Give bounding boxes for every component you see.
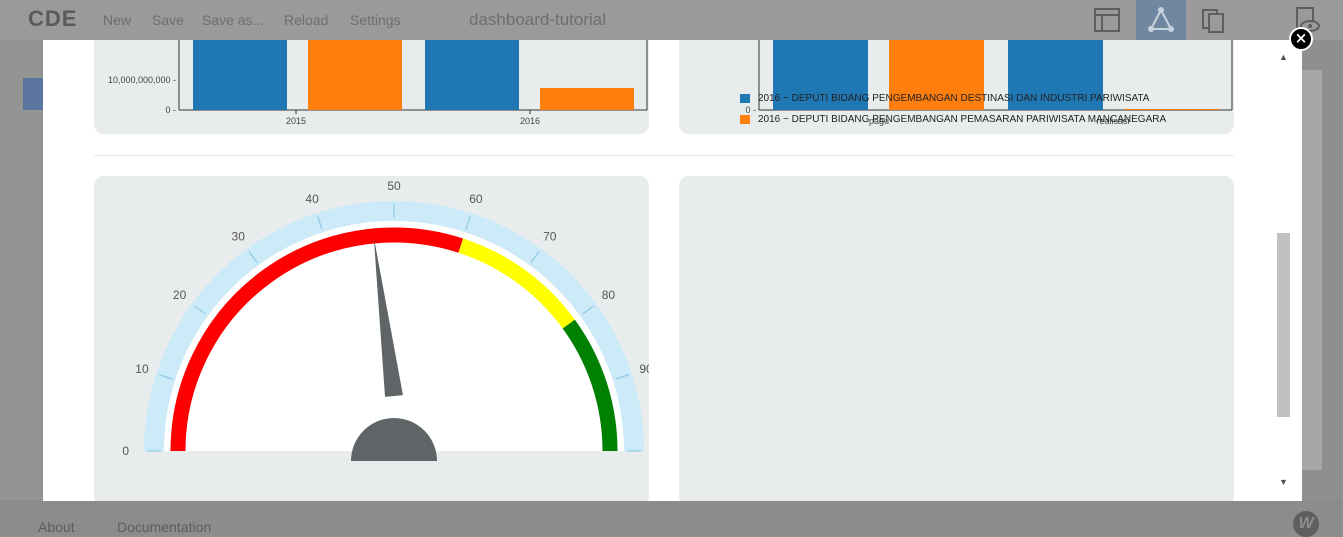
- gauge-tick-label: 70: [543, 230, 557, 244]
- bar-2015-realisasi: [308, 40, 402, 110]
- gauge-tick: [248, 250, 258, 263]
- bar-pagu-series1: [773, 40, 868, 110]
- gauge-tick-label: 0: [122, 444, 129, 458]
- scroll-thumb[interactable]: [1277, 233, 1290, 417]
- gauge-tick: [193, 305, 206, 315]
- datasources-icon[interactable]: [1188, 0, 1238, 40]
- legend-label-series2: 2016 ~ DEPUTI BIDANG PENGEMBANGAN PEMASA…: [758, 114, 1167, 125]
- x-tick-label: 2016: [520, 116, 540, 126]
- gauge-tick-label: 80: [602, 288, 616, 302]
- preview-modal: 10,000,000,000 - 0 - 2015 2016 pagu real…: [43, 40, 1302, 501]
- y-tick-label: 0 -: [165, 105, 176, 115]
- gauge-tick-label: 60: [469, 192, 483, 206]
- bar-realisasi-series2: [1124, 109, 1219, 110]
- footer-link-about[interactable]: About: [38, 519, 75, 535]
- bar-2016-pagu: [425, 40, 519, 110]
- menu-save-as[interactable]: Save as...: [202, 12, 265, 28]
- components-icon[interactable]: [1136, 0, 1186, 40]
- gauge-tick-label: 10: [135, 362, 149, 376]
- background-collapse-toggle: [23, 78, 43, 110]
- gauge-tick: [465, 215, 471, 230]
- legend-swatch-series2: [740, 115, 750, 124]
- close-modal-button[interactable]: ×: [1289, 27, 1313, 51]
- menu-settings[interactable]: Settings: [350, 12, 401, 28]
- x-tick-label: 2015: [286, 116, 306, 126]
- bar-2015-pagu: [193, 40, 287, 110]
- gauge-tick: [615, 374, 630, 380]
- bar-realisasi-series1: [1008, 40, 1103, 110]
- gauge-chart: 0102030405060708090100: [94, 179, 649, 501]
- gauge-needle-hub: [351, 418, 437, 461]
- x-tick-label: realisasi: [1096, 116, 1129, 126]
- gauge-tick-label: 30: [232, 230, 246, 244]
- scroll-up-arrow[interactable]: ▲: [1279, 52, 1288, 62]
- gauge-card: 0102030405060708090100: [94, 176, 649, 501]
- dashboard-title: dashboard-tutorial: [469, 10, 607, 29]
- gauge-tick: [158, 374, 173, 380]
- y-tick-label: 10,000,000,000 -: [108, 75, 176, 85]
- background-panel: [1302, 70, 1322, 470]
- menu-save[interactable]: Save: [152, 12, 184, 28]
- menu-new[interactable]: New: [103, 12, 132, 28]
- bar-chart-card-2: 0 - pagu realisasi: [679, 40, 1234, 134]
- gauge-tick: [530, 250, 540, 263]
- gauge-tick-label: 40: [305, 192, 319, 206]
- x-tick-label: pagu: [869, 116, 889, 126]
- bar-chart-1: 10,000,000,000 - 0 - 2015 2016 pagu real…: [108, 40, 648, 126]
- bar-chart-2: 0 - pagu realisasi: [745, 40, 1233, 126]
- gauge-tick-label: 90: [639, 362, 649, 376]
- footer: [0, 500, 1343, 535]
- gauge-needle: [373, 236, 403, 397]
- bar-2016-realisasi: [540, 88, 634, 110]
- gauge-tick: [317, 215, 323, 230]
- gauge-band-0: [170, 227, 464, 452]
- gauge-face: [164, 221, 624, 451]
- gauge-band-2: [562, 319, 618, 452]
- cde-logo: CDE: [28, 6, 78, 31]
- gauge-tick: [582, 305, 595, 315]
- legend-swatch-series1: [740, 94, 750, 103]
- menu-reload[interactable]: Reload: [284, 12, 329, 28]
- empty-card: [679, 176, 1234, 501]
- bar-chart-card-1: 10,000,000,000 - 0 - 2015 2016 pagu real…: [94, 40, 649, 134]
- section-divider: [94, 155, 1234, 156]
- gauge-band-1: [458, 238, 575, 329]
- gauge-base: [94, 461, 649, 501]
- layout-icon[interactable]: [1082, 0, 1132, 40]
- scroll-down-arrow[interactable]: ▼: [1279, 477, 1288, 487]
- gauge-tick-label: 50: [387, 179, 401, 193]
- legend-label-series1: 2016 ~ DEPUTI BIDANG PENGEMBANGAN DESTIN…: [758, 93, 1150, 104]
- gauge-tick-label: 20: [173, 288, 187, 302]
- y-tick-label: 0 -: [745, 105, 756, 115]
- webdetails-logo: W: [1293, 511, 1319, 537]
- footer-link-documentation[interactable]: Documentation: [117, 519, 212, 535]
- bar-pagu-series2: [889, 40, 984, 110]
- background-sidebar: [0, 40, 43, 500]
